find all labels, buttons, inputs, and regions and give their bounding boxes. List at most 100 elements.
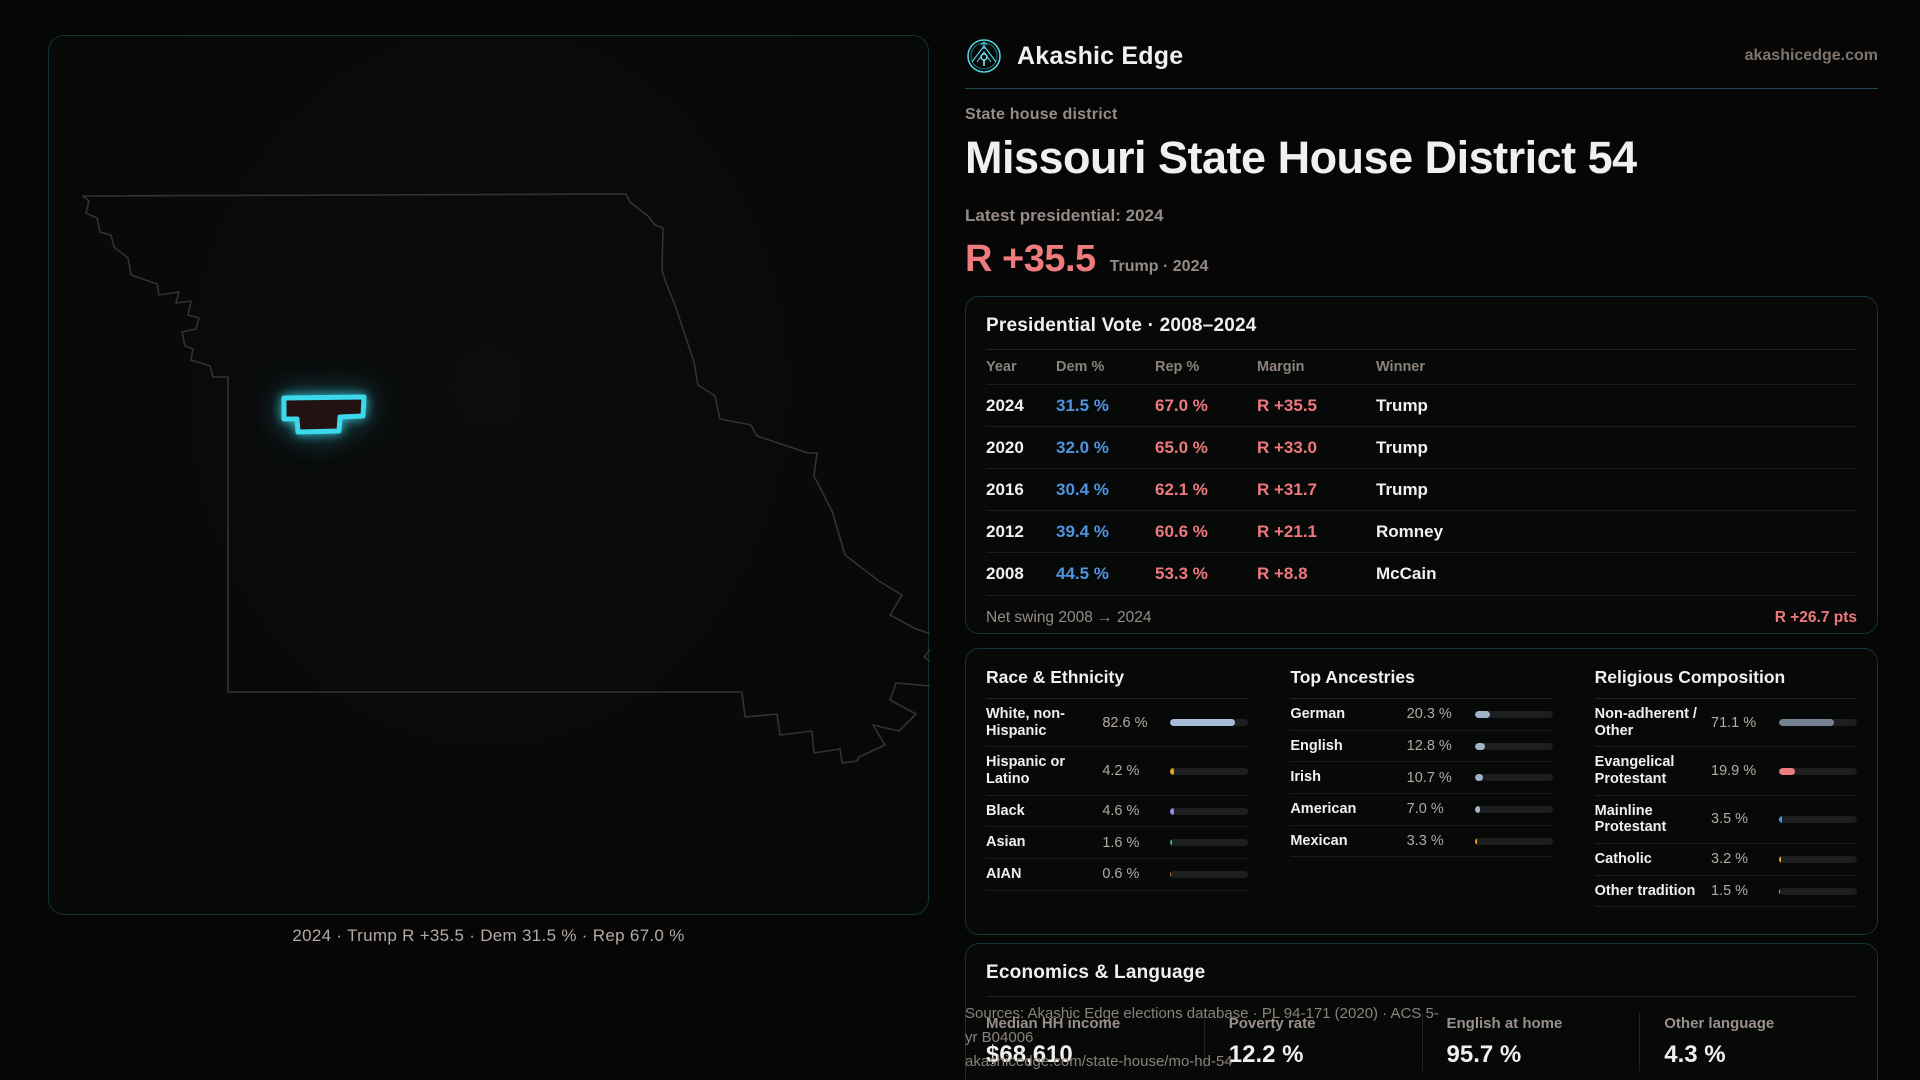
- stat-value: 4.2 %: [1102, 763, 1140, 780]
- dem-cell: 30.4 %: [1056, 479, 1109, 499]
- stat-poverty-rate: Poverty rate 12.2 %: [1203, 1013, 1422, 1071]
- stat-label: Non-adherent / Other: [1594, 706, 1697, 739]
- rep-cell: 67.0 %: [1155, 395, 1208, 415]
- dem-cell: 31.5 %: [1056, 395, 1109, 415]
- demographics-panel: Race & Ethnicity White, non-Hispanic 82.…: [965, 648, 1878, 935]
- stat-bar: [1474, 710, 1553, 718]
- stat-label: Other language: [1664, 1015, 1775, 1032]
- stat-value: 4.3 %: [1664, 1041, 1726, 1068]
- stat-bar: [1779, 887, 1857, 895]
- stat-row: Asian 1.6 %: [986, 827, 1249, 860]
- ancestries-title: Top Ancestries: [1290, 667, 1415, 687]
- stat-label: Mainline Protestant: [1594, 802, 1667, 836]
- stat-value: 95.7 %: [1446, 1041, 1522, 1068]
- highlighted-district-shape[interactable]: [266, 381, 386, 451]
- stat-bar: [1474, 742, 1553, 750]
- stat-bar: [1170, 807, 1249, 815]
- presidential-vote-title: Presidential Vote · 2008–2024: [986, 315, 1257, 336]
- stat-value: $68,610: [986, 1041, 1073, 1068]
- economics-language-panel: Economics & Language Median HH income $6…: [965, 943, 1878, 1080]
- rep-cell: 65.0 %: [1155, 437, 1208, 457]
- stat-bar: [1170, 719, 1249, 727]
- stat-row: English 12.8 %: [1290, 731, 1553, 763]
- stat-row: Mainline Protestant 3.5 %: [1594, 796, 1857, 845]
- headline-margin-row: R +35.5 Trump · 2024: [965, 238, 1208, 281]
- col-header-dem: Dem %: [1056, 359, 1105, 375]
- column-divider: [986, 698, 1249, 699]
- winner-cell: Romney: [1376, 521, 1444, 541]
- year-cell: 2024: [986, 395, 1024, 415]
- sources-permalink[interactable]: akashicedge.com/state-house/mo-hd-54: [965, 1053, 1233, 1070]
- sources-footnote: Sources: Akashic Edge elections database…: [965, 1002, 1445, 1074]
- stat-row: German 20.3 %: [1290, 699, 1553, 731]
- stat-english-at-home: English at home 95.7 %: [1421, 1013, 1640, 1071]
- stat-value: 0.6 %: [1102, 866, 1140, 883]
- margin-cell: R +33.0: [1257, 437, 1318, 457]
- panel-divider: [986, 996, 1857, 997]
- stat-other-language: Other language 4.3 %: [1639, 1013, 1857, 1071]
- stat-row: AIAN 0.6 %: [986, 859, 1249, 891]
- margin-cell: R +31.7: [1257, 479, 1318, 499]
- table-header-row: Year Dem % Rep % Margin Winner: [986, 350, 1857, 384]
- dem-cell: 32.0 %: [1056, 437, 1109, 457]
- stat-value: 4.6 %: [1102, 803, 1140, 820]
- brand-domain-link[interactable]: akashicedge.com: [1744, 47, 1878, 64]
- rep-cell: 53.3 %: [1155, 563, 1208, 583]
- stat-label: Median HH income: [986, 1015, 1121, 1032]
- stat-value: 20.3 %: [1406, 706, 1452, 723]
- headline-margin-context: Trump · 2024: [1109, 258, 1209, 275]
- year-cell: 2008: [986, 563, 1024, 583]
- missouri-outline-map: [82, 193, 930, 764]
- stat-bar: [1779, 719, 1857, 727]
- year-cell: 2016: [986, 479, 1024, 499]
- stat-bar: [1474, 837, 1553, 845]
- winner-cell: Trump: [1376, 437, 1428, 457]
- stat-label: German: [1290, 706, 1346, 722]
- ancestries-column: Top Ancestries German 20.3 % English 12.…: [1290, 667, 1553, 907]
- margin-cell: R +35.5: [1257, 395, 1318, 415]
- winner-cell: Trump: [1376, 479, 1428, 499]
- panel-divider: [986, 349, 1857, 350]
- stat-value: 12.8 %: [1406, 738, 1452, 754]
- stat-label: Other tradition: [1594, 882, 1696, 899]
- col-header-margin: Margin: [1257, 359, 1305, 375]
- table-row: 2020 32.0 % 65.0 % R +33.0 Trump: [986, 426, 1857, 468]
- stat-bar: [1170, 870, 1249, 878]
- stat-label: AIAN: [986, 866, 1022, 883]
- latest-presidential-label: Latest presidential: 2024: [965, 206, 1164, 225]
- dem-cell: 39.4 %: [1056, 521, 1109, 541]
- map-caption: 2024 · Trump R +35.5 · Dem 31.5 % · Rep …: [292, 926, 685, 945]
- headline-margin-value: R +35.5: [965, 238, 1096, 280]
- akashic-edge-logo-icon: [967, 39, 1001, 73]
- table-row: 2008 44.5 % 53.3 % R +8.8 McCain: [986, 552, 1857, 594]
- stat-value: 3.3 %: [1406, 833, 1444, 850]
- stat-label: Hispanic or Latino: [986, 754, 1065, 788]
- table-row: 2024 31.5 % 67.0 % R +35.5 Trump: [986, 384, 1857, 426]
- stat-bar: [1170, 767, 1249, 775]
- brand-header: Akashic Edge akashicedge.com: [965, 36, 1878, 76]
- stat-bar: [1474, 805, 1553, 813]
- stat-median-income: Median HH income $68,610: [986, 1013, 1204, 1071]
- stat-bar: [1779, 855, 1857, 863]
- stat-value: 3.2 %: [1711, 851, 1749, 868]
- presidential-vote-panel: Presidential Vote · 2008–2024 Year Dem %…: [965, 296, 1878, 634]
- stat-label: Irish: [1290, 769, 1321, 786]
- net-swing-row: Net swing 2008 → 2024 R +26.7 pts: [986, 595, 1857, 639]
- column-divider: [1290, 698, 1553, 699]
- column-divider: [1594, 698, 1857, 699]
- header-divider: [965, 88, 1878, 89]
- race-ethnicity-column: Race & Ethnicity White, non-Hispanic 82.…: [986, 667, 1249, 907]
- rep-cell: 62.1 %: [1155, 479, 1208, 499]
- content-column: Akashic Edge akashicedge.com State house…: [965, 0, 1878, 1080]
- margin-cell: R +21.1: [1257, 521, 1318, 541]
- district-map-panel: [48, 35, 930, 915]
- stat-value: 1.5 %: [1711, 883, 1749, 900]
- eyebrow-label: State house district: [965, 106, 1118, 123]
- stat-bar: [1779, 767, 1857, 775]
- stat-value: 82.6 %: [1102, 714, 1148, 731]
- stat-value: 12.2 %: [1228, 1041, 1304, 1068]
- dem-cell: 44.5 %: [1056, 563, 1109, 583]
- stat-value: 19.9 %: [1711, 763, 1757, 780]
- stat-row: Black 4.6 %: [986, 796, 1249, 828]
